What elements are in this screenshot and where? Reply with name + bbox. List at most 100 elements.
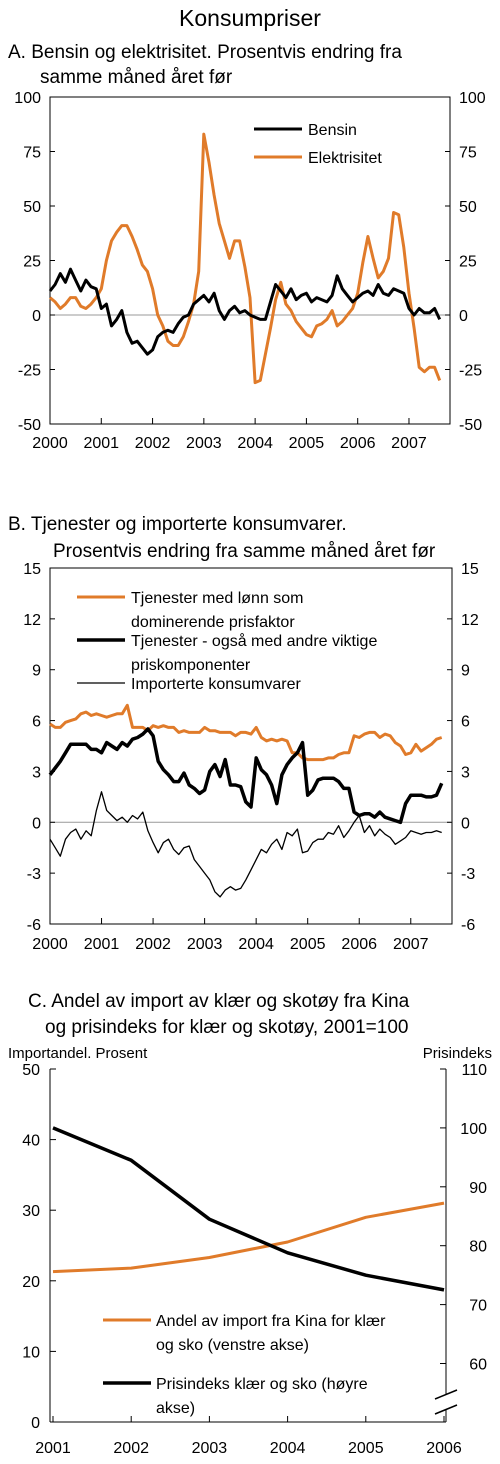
y-tick-label-left: -50 xyxy=(18,417,41,434)
y-tick-label-left: 50 xyxy=(22,1062,40,1079)
x-tick-label: 2007 xyxy=(393,936,429,953)
x-tick-label: 2003 xyxy=(186,435,222,452)
panel-a-title-line-2: samme måned året før xyxy=(40,67,233,88)
y-tick-label-right: 110 xyxy=(461,1062,487,1079)
y-tick-label-right: 80 xyxy=(469,1239,487,1256)
y-tick-label-right: 50 xyxy=(459,199,477,216)
panel-c-title-line-1: C. Andel av import av klær og skotøy fra… xyxy=(28,991,410,1012)
y-tick-label-left: 30 xyxy=(22,1203,40,1220)
x-tick-label: 2002 xyxy=(135,435,171,452)
y-tick-label-left: 10 xyxy=(22,1344,40,1361)
axis-break-mark xyxy=(434,1404,458,1415)
x-tick-label: 2006 xyxy=(341,936,377,953)
right-axis-label: Prisindeks xyxy=(423,1045,492,1062)
panel-a: A. Bensin og elektrisitet. Prosentvis en… xyxy=(8,42,486,452)
series-elektrisitet-line xyxy=(49,132,442,385)
y-tick-label-left: 12 xyxy=(23,612,41,629)
y-tick-label-left: 0 xyxy=(31,1415,40,1432)
y-tick-label-left: 0 xyxy=(32,815,41,832)
panel-b-plot: -6 -6 -3 -3 0 0 3 3 6 6 9 9 12 12 15 15 2000 2001 2002 2003… xyxy=(23,561,479,953)
y-tick-label-right: 90 xyxy=(469,1180,487,1197)
y-tick-label-left: 9 xyxy=(32,663,41,680)
panel-b-title-line-1: B. Tjenester og importerte konsumvarer. xyxy=(8,514,347,535)
y-tick-label-right: 3 xyxy=(461,764,470,781)
series-importandel-line xyxy=(52,1201,445,1274)
axis-break-mark xyxy=(434,1389,458,1400)
y-tick-label-left: 50 xyxy=(23,199,41,216)
y-tick-label-right: 60 xyxy=(469,1357,487,1374)
y-tick-label-right: 12 xyxy=(461,612,479,629)
y-tick-label-left: 6 xyxy=(32,714,41,731)
legend-label-tjenester-lonn-2: dominerende prisfaktor xyxy=(131,614,295,631)
y-tick-label-left: 20 xyxy=(22,1274,40,1291)
panel-b-title-line-2: Prosentvis endring fra samme måned året … xyxy=(53,541,436,562)
series-tjenester-andre-line xyxy=(48,727,444,825)
legend-label-elektrisitet: Elektrisitet xyxy=(308,150,382,167)
y-tick-label-left: -25 xyxy=(18,363,41,380)
y-tick-label-left: 40 xyxy=(22,1133,40,1150)
y-tick-label-right: 6 xyxy=(461,714,470,731)
legend-label-tjenester-andre-2: priskomponenter xyxy=(131,657,251,674)
panel-a-plot: -50 -50 -25 -25 0 0 25 25 50 50 75 75 100 100 2000 2001… xyxy=(14,90,486,452)
x-tick-label: 2003 xyxy=(187,936,223,953)
y-tick-label-left: 0 xyxy=(32,308,41,325)
legend-label-tjenester-lonn-1: Tjenester med lønn som xyxy=(131,590,304,607)
x-tick-label: 2005 xyxy=(289,435,325,452)
x-tick-label: 2000 xyxy=(32,936,68,953)
x-tick-label: 2005 xyxy=(290,936,326,953)
x-tick-label: 2002 xyxy=(113,1440,149,1457)
legend-label-bensin: Bensin xyxy=(308,122,357,139)
x-tick-label: 2007 xyxy=(391,435,427,452)
panel-b: B. Tjenester og importerte konsumvarer. … xyxy=(8,514,479,953)
y-tick-label-right: -50 xyxy=(459,417,482,434)
legend-label-prisindeks-2: akse) xyxy=(156,1400,195,1417)
legend-label-importerte: Importerte konsumvarer xyxy=(131,676,302,693)
x-tick-label: 2003 xyxy=(192,1440,228,1457)
y-tick-label-right: 75 xyxy=(459,145,477,162)
y-tick-label-left: 3 xyxy=(32,764,41,781)
legend-label-importandel-2: og sko (venstre akse) xyxy=(156,1337,309,1354)
x-tick-label: 2000 xyxy=(32,435,68,452)
x-tick-label: 2006 xyxy=(426,1440,462,1457)
plot-frame xyxy=(49,567,453,925)
series-prisindeks-line xyxy=(52,1126,445,1292)
x-tick-label: 2001 xyxy=(83,435,119,452)
y-tick-label-left: -6 xyxy=(27,917,41,934)
y-tick-label-right: 15 xyxy=(461,561,479,578)
y-tick-label-right: 0 xyxy=(459,308,468,325)
y-tick-label-left: 25 xyxy=(23,254,41,271)
panel-c-title-line-2: og prisindeks for klær og skotøy, 2001=1… xyxy=(45,1017,408,1038)
x-tick-label: 2001 xyxy=(84,936,120,953)
x-tick-label: 2006 xyxy=(340,435,376,452)
left-axis-label: Importandel. Prosent xyxy=(8,1045,148,1062)
legend-label-prisindeks-1: Prisindeks klær og sko (høyre xyxy=(156,1376,368,1393)
legend-label-importandel-1: Andel av import fra Kina for klær xyxy=(156,1313,386,1330)
x-tick-label: 2002 xyxy=(135,936,171,953)
y-tick-label-right: 100 xyxy=(460,1121,487,1138)
y-tick-label-left: -3 xyxy=(27,866,41,883)
y-tick-label-left: 15 xyxy=(23,561,41,578)
y-tick-label-right: 25 xyxy=(459,254,477,271)
page-title: Konsumpriser xyxy=(179,5,321,31)
panel-c: C. Andel av import av klær og skotøy fra… xyxy=(8,991,492,1457)
panel-c-plot: 0 10 20 30 40 50 60 70 80 90 100 110 2001 2002 2003 200… xyxy=(22,1062,487,1457)
y-tick-label-right: 0 xyxy=(461,815,470,832)
y-tick-label-right: 100 xyxy=(459,90,486,107)
x-tick-label: 2004 xyxy=(270,1440,306,1457)
y-tick-label-right: -6 xyxy=(461,917,475,934)
series-tjenester-lonn-line xyxy=(49,703,443,762)
y-tick-label-right: -3 xyxy=(461,866,475,883)
x-tick-label: 2001 xyxy=(35,1440,71,1457)
y-tick-label-left: 75 xyxy=(23,145,41,162)
series-importerte-konsumvarer-line xyxy=(49,791,442,898)
y-tick-label-right: 9 xyxy=(461,663,470,680)
x-tick-label: 2005 xyxy=(348,1440,384,1457)
y-tick-label-right: 70 xyxy=(469,1298,487,1315)
y-tick-label-left: 100 xyxy=(14,90,41,107)
y-tick-label-right: -25 xyxy=(459,363,482,380)
plot-frame xyxy=(49,96,451,425)
panel-a-title-line-1: A. Bensin og elektrisitet. Prosentvis en… xyxy=(8,42,402,63)
legend-label-tjenester-andre-1: Tjenester - også med andre viktige xyxy=(131,632,377,650)
x-tick-label: 2004 xyxy=(238,936,274,953)
